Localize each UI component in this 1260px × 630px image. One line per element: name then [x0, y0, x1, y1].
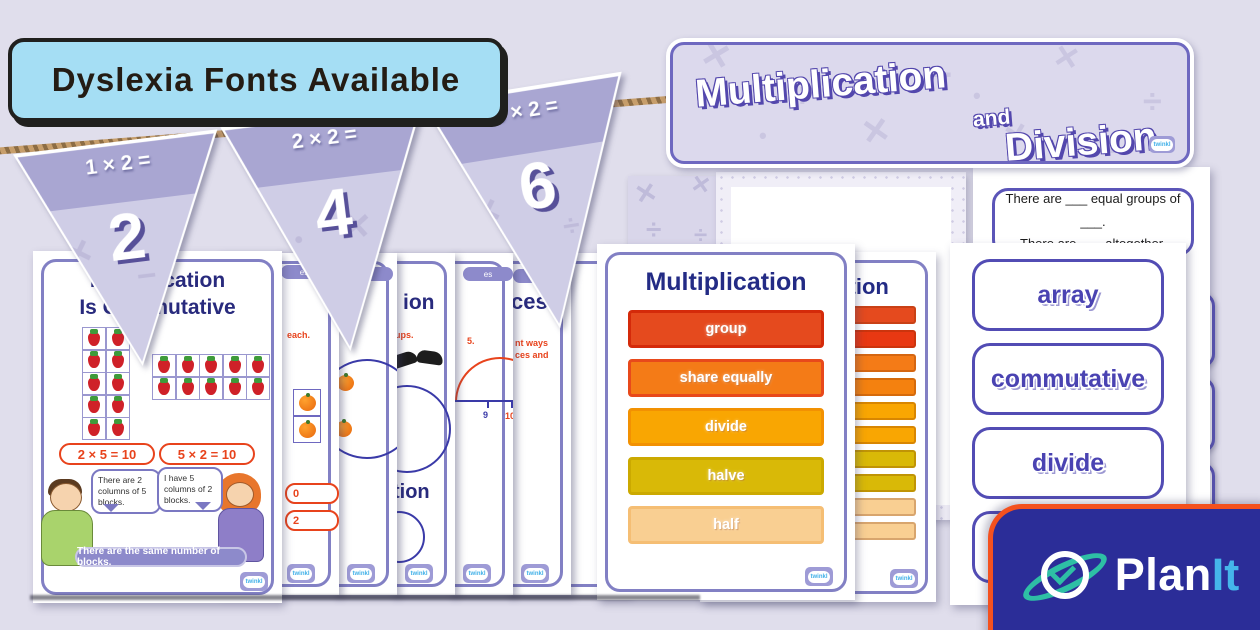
title-word-division: Division: [1003, 115, 1159, 164]
word-bar-share-equally: share equally: [628, 359, 824, 397]
vocab-title: Multiplication: [645, 268, 807, 296]
numberline-label: 10: [505, 411, 513, 421]
poster-red-text: each.: [287, 330, 311, 340]
poster-badge: es: [463, 267, 513, 281]
flag-answer: 2: [104, 196, 150, 275]
speech-bubble-girl: I have 5 columns of 2 blocks.: [157, 467, 223, 513]
word-bar-divide: divide: [628, 408, 824, 446]
poster-red-text: 5.: [467, 336, 475, 346]
numberline: [455, 400, 513, 402]
word-bar-half: half: [628, 506, 824, 544]
poster-red-text: ups.: [395, 330, 414, 340]
twinkl-logo: twinkl: [890, 569, 918, 588]
poster-shadow: [30, 595, 700, 600]
check-icon: [1050, 559, 1077, 586]
planit-planet-icon: [1017, 539, 1113, 611]
word-card-array: array: [972, 259, 1164, 331]
shoe-icon: [416, 349, 444, 366]
title-banner: Multiplication and Division twinkl: [666, 38, 1194, 168]
bunting-flag-2: 2 × 2 = 4: [220, 102, 451, 363]
title-word-multiplication: Multiplication: [693, 53, 948, 116]
orange-icon: [337, 373, 354, 391]
numberline-arc: [455, 357, 513, 402]
planit-it-label: It: [1211, 549, 1240, 600]
planit-logo-badge: PlanIt: [988, 504, 1260, 630]
pattern-divide-icon: [1143, 85, 1162, 119]
sentence-line-1: There are ___ equal groups of ___.: [1005, 190, 1181, 229]
word-card-divide: divide: [972, 427, 1164, 499]
pattern-multiply-icon: [690, 176, 712, 201]
word-bar-halve: halve: [628, 457, 824, 495]
array-2x5: [82, 327, 130, 440]
equation-pill-fragment: 2: [285, 510, 339, 531]
twinkl-logo: twinkl: [805, 567, 833, 586]
pattern-multiply-icon: [1051, 45, 1082, 79]
array-5x2: [152, 354, 270, 400]
twinkl-logo: twinkl: [240, 572, 268, 591]
twinkl-logo: twinkl: [347, 564, 375, 583]
word-bar-group: group: [628, 310, 824, 348]
numberline-tick: [487, 400, 489, 408]
dyslexia-banner: Dyslexia Fonts Available: [8, 38, 504, 122]
twinkl-logo: twinkl: [405, 564, 433, 583]
bunting-flag-1: 1 × 2 = 2: [13, 129, 245, 378]
poster-red-text: nt ways: [515, 338, 549, 348]
flag-answer: 4: [310, 172, 357, 251]
flag-answer: 6: [513, 145, 562, 225]
twinkl-logo: twinkl: [463, 564, 491, 583]
pattern-dot-icon: [973, 85, 981, 107]
pattern-multiply-icon: [859, 107, 892, 155]
poster-red-text: ces and: [515, 350, 549, 360]
twinkl-logo: twinkl: [1149, 136, 1175, 153]
planit-plan-label: Plan: [1114, 549, 1212, 600]
vocab-poster: Multiplication group share equally divid…: [597, 244, 855, 600]
equation-pill: 5 × 2 = 10: [159, 443, 255, 465]
poster-title2-fragment: tion: [393, 481, 430, 503]
numberline-tick: [511, 400, 513, 408]
dyslexia-banner-label: Dyslexia Fonts Available: [51, 61, 461, 98]
poster-footer-pill: There are the same number of blocks.: [75, 546, 247, 568]
pattern-dot-icon: [759, 125, 767, 147]
twinkl-logo: twinkl: [287, 564, 315, 583]
poster-title-fragment: ion: [403, 291, 435, 314]
speech-bubble-boy: There are 2 columns of 5 blocks.: [91, 469, 161, 515]
twinkl-label: twinkl: [895, 575, 913, 582]
planit-wordmark: PlanIt: [1115, 549, 1240, 601]
orange-cell: [293, 416, 321, 443]
orange-cell: [293, 389, 321, 416]
equation-pill: 2 × 5 = 10: [59, 443, 155, 465]
title-banner-inner: Multiplication and Division twinkl: [670, 42, 1190, 164]
word-card-commutative: commutative: [972, 343, 1164, 415]
numberline-label: 9: [483, 410, 489, 420]
twinkl-logo: twinkl: [521, 564, 549, 583]
equation-pill-fragment: 0: [285, 483, 339, 504]
